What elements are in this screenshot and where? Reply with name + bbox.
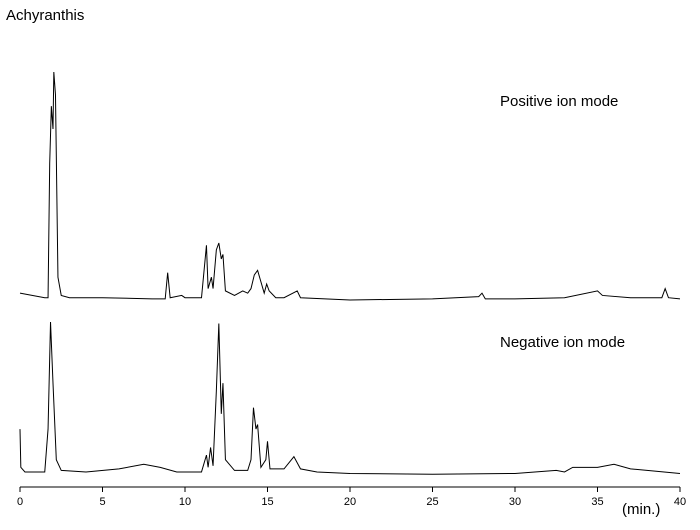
trace — [19, 321, 681, 475]
x-tick-label: 30 — [509, 496, 521, 508]
x-axis-label: (min.) — [622, 501, 660, 518]
trace-label: Negative ion mode — [500, 334, 625, 351]
x-tick-label: 15 — [261, 496, 273, 508]
x-tick-label: 0 — [17, 496, 23, 508]
x-tick-label: 10 — [179, 496, 191, 508]
trace-label: Positive ion mode — [500, 93, 618, 110]
x-tick-label: 20 — [344, 496, 356, 508]
x-tick-label: 40 — [674, 496, 686, 508]
x-tick-label: 25 — [426, 496, 438, 508]
x-tick-label: 35 — [591, 496, 603, 508]
chart-title: Achyranthis — [6, 7, 84, 24]
x-tick-label: 5 — [99, 496, 105, 508]
trace — [19, 71, 681, 301]
